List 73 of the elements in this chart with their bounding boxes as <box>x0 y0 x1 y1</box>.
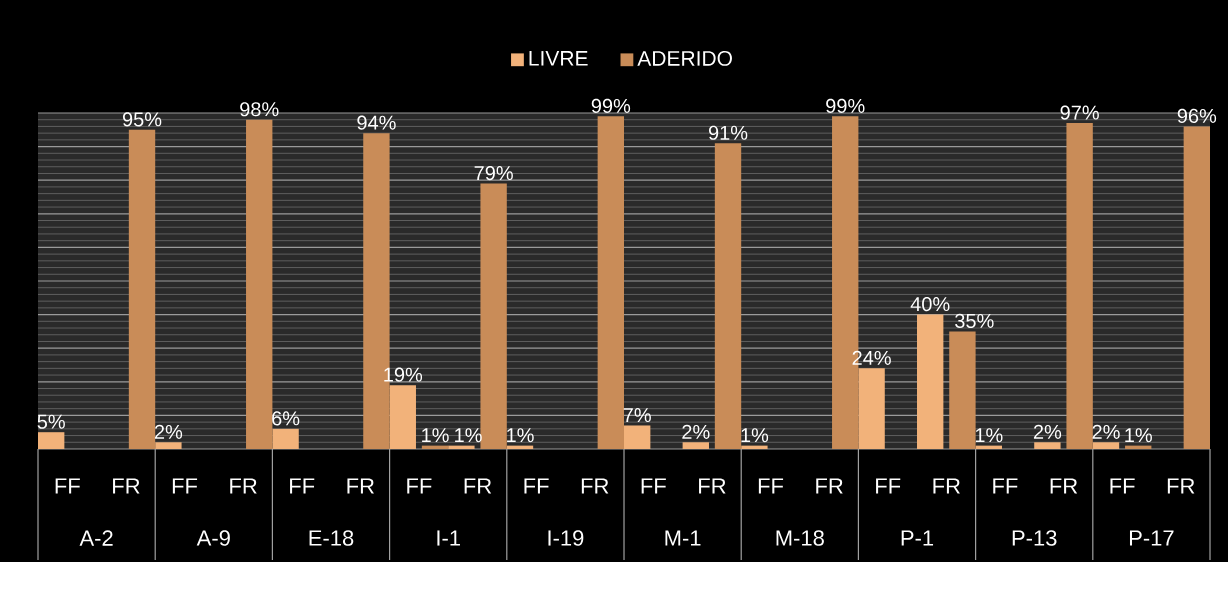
data-label: 98% <box>240 102 279 117</box>
x-tick-label: FF <box>524 478 549 494</box>
x-tick-label: FR <box>1167 478 1195 494</box>
bar <box>1092 442 1120 450</box>
x-tick-label: FR <box>699 478 726 494</box>
data-label: 2% <box>154 424 183 440</box>
data-label: 94% <box>357 115 396 130</box>
data-label: 1% <box>975 428 1003 443</box>
bar <box>246 119 273 450</box>
bar <box>917 314 944 450</box>
bar <box>682 442 709 450</box>
data-label: 99% <box>826 98 865 114</box>
data-label: 1% <box>741 428 769 443</box>
data-label: 1% <box>507 428 534 443</box>
data-label: 5% <box>37 414 65 429</box>
bar <box>1183 126 1210 450</box>
data-label: 91% <box>708 125 748 140</box>
x-tick-label: FR <box>347 478 374 494</box>
text: M-18 <box>776 530 824 546</box>
bar <box>741 445 768 450</box>
data-label: 97% <box>1060 105 1099 120</box>
x-tick-label: FF <box>55 478 80 494</box>
x-tick-label: FR <box>933 478 960 494</box>
bar <box>155 442 182 450</box>
data-label: 95% <box>122 112 162 127</box>
text: A-9 <box>196 530 230 546</box>
x-tick-label: FR <box>230 478 257 494</box>
x-tick-label: FF <box>993 478 1018 494</box>
data-label: 96% <box>1177 109 1217 124</box>
legend-label: ADERIDO <box>637 51 732 67</box>
data-label: 40% <box>910 297 950 312</box>
text: I-1 <box>437 530 460 546</box>
x-tick-label: FF <box>172 478 198 494</box>
x-tick-label: FR <box>816 478 843 494</box>
x-tick-label: FF <box>290 478 315 494</box>
bar <box>858 368 885 450</box>
x-tick-label: FF <box>876 478 901 494</box>
x-tick-label: FF <box>407 478 432 494</box>
text: P-13 <box>1012 530 1057 546</box>
bar <box>597 116 625 450</box>
bar <box>448 445 475 450</box>
data-label: 1% <box>1125 428 1152 443</box>
bar <box>949 331 976 450</box>
text: P-1 <box>901 530 934 546</box>
bar <box>714 143 742 450</box>
data-label: 99% <box>591 98 631 114</box>
data-label: 79% <box>474 166 513 181</box>
bar <box>389 385 416 450</box>
data-label: 1% <box>422 428 449 443</box>
bar <box>272 429 299 450</box>
data-label: 35% <box>955 314 994 329</box>
data-label: 2% <box>682 424 710 440</box>
text: M-1 <box>665 530 701 546</box>
x-tick-label: FR <box>1050 478 1078 494</box>
bar <box>1066 123 1093 450</box>
x-tick-label: FR <box>464 478 492 494</box>
x-tick-label: FR <box>581 478 609 494</box>
bar <box>480 183 507 450</box>
bar <box>128 129 156 450</box>
legend-label: LIVRE <box>529 51 588 66</box>
bar <box>38 432 65 450</box>
x-tick-label: FF <box>758 478 784 494</box>
x-tick-label: FF <box>641 478 666 494</box>
data-label: 6% <box>272 411 300 426</box>
text: P-17 <box>1129 530 1174 546</box>
text: E-18 <box>309 530 354 546</box>
bar <box>1034 442 1061 450</box>
data-label: 2% <box>1033 424 1062 440</box>
bar <box>624 425 651 450</box>
text: A-2 <box>79 530 113 546</box>
x-tick-label: FR <box>113 478 140 494</box>
text: I-19 <box>548 530 584 546</box>
x-tick-label: FF <box>1110 478 1135 494</box>
